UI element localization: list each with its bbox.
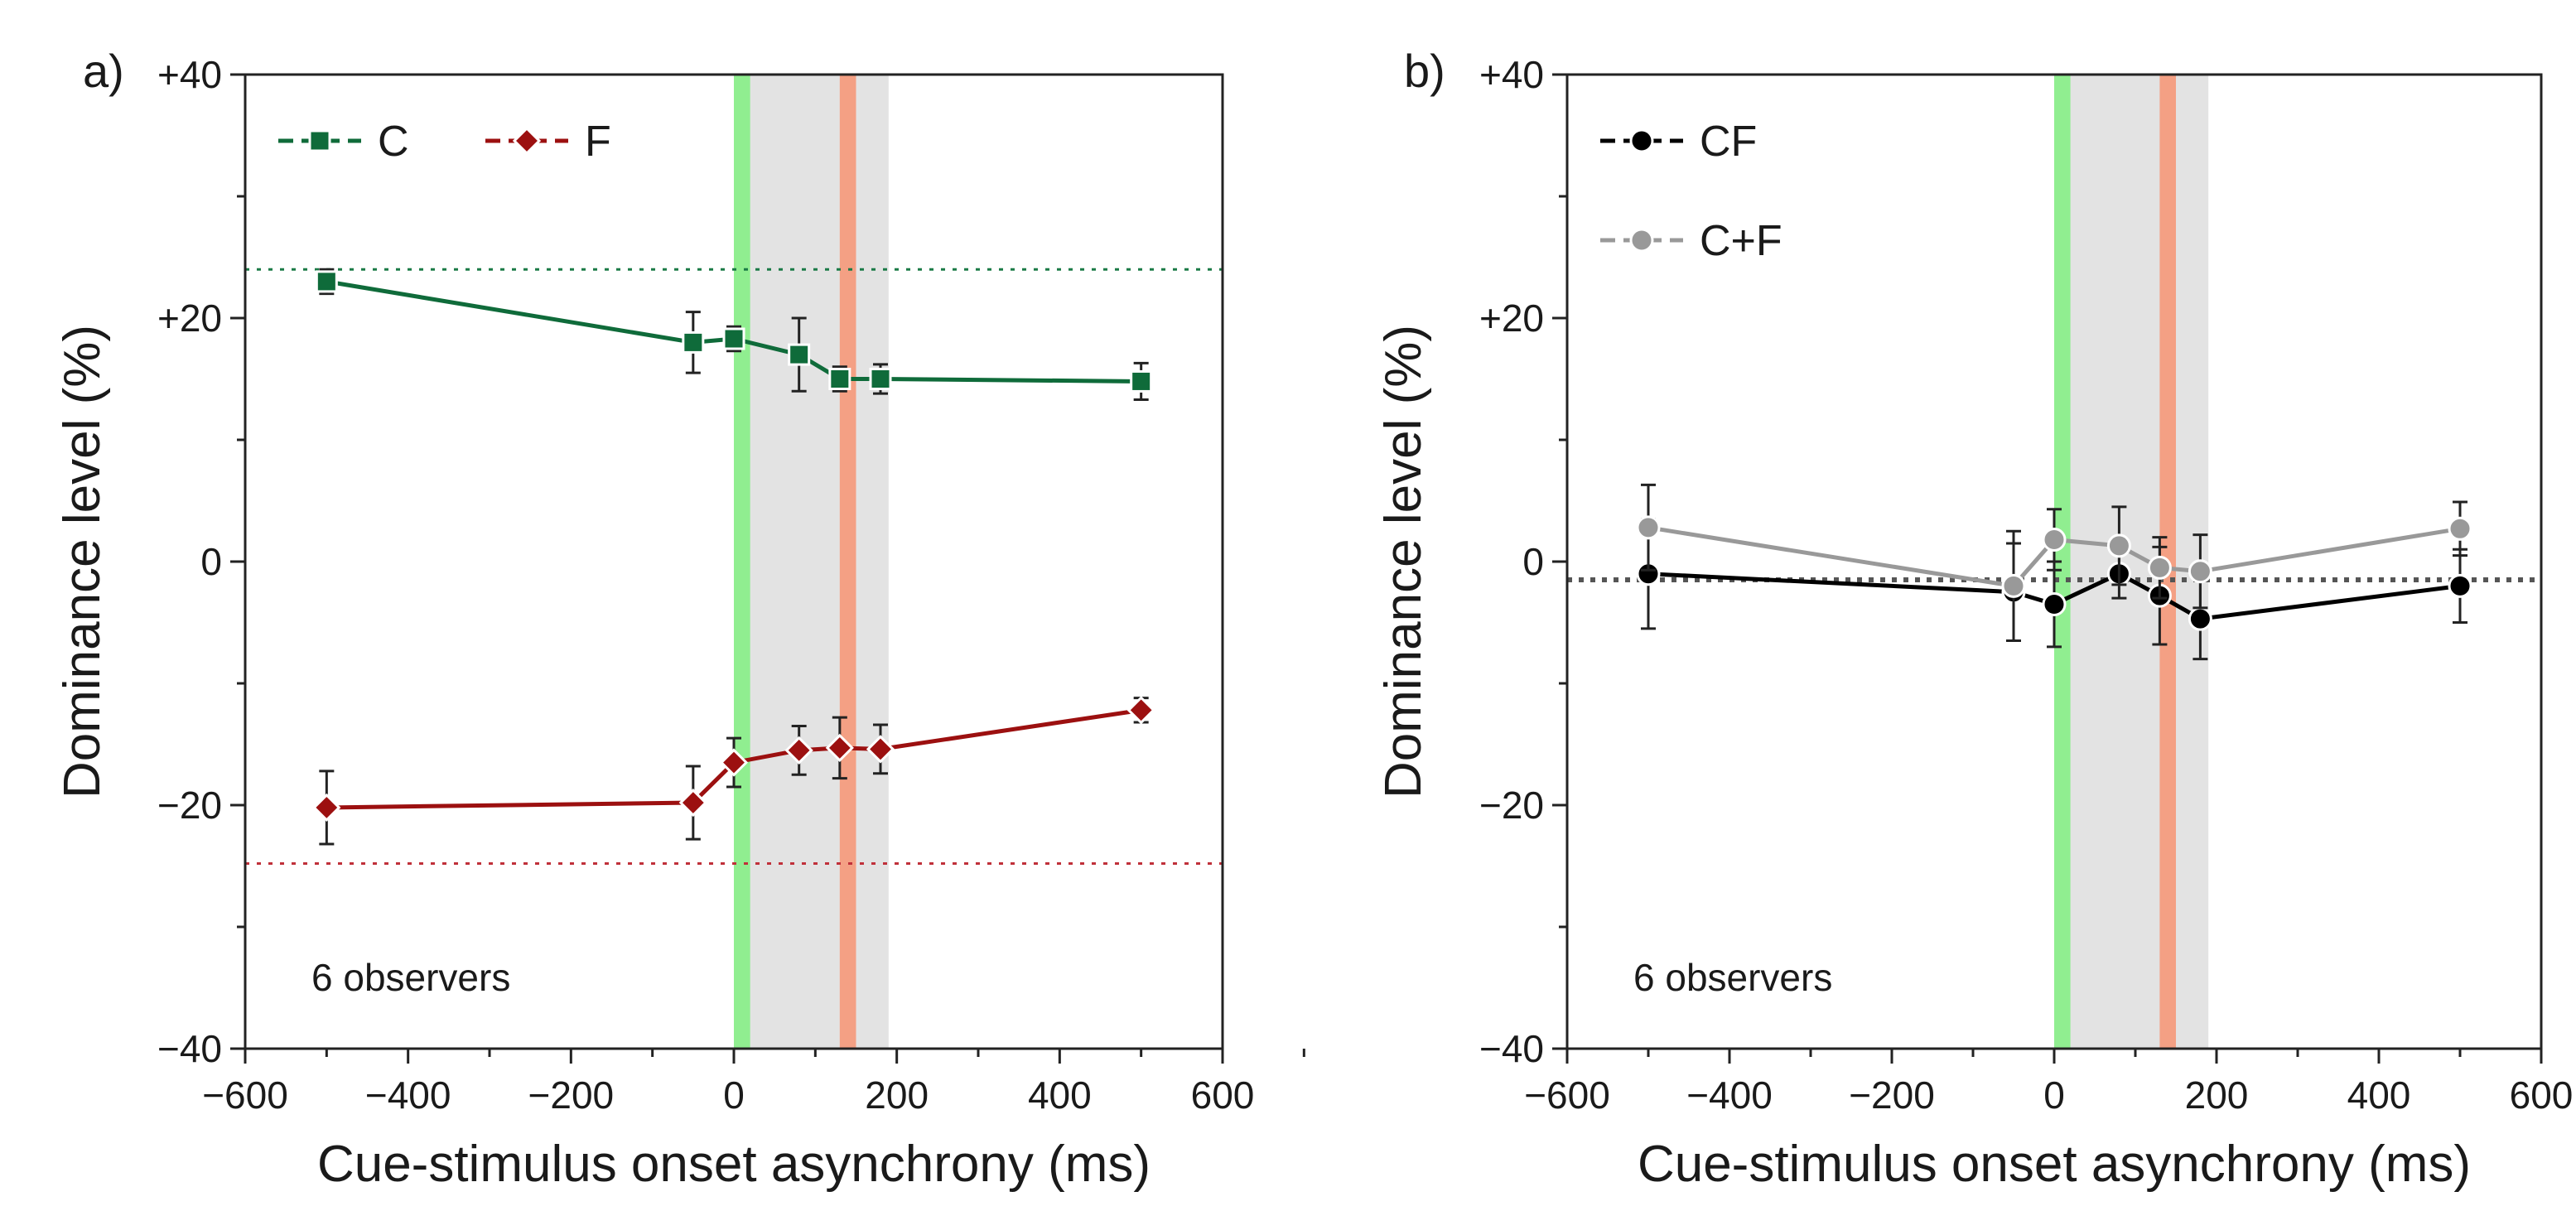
x-tick-label: −200 bbox=[1849, 1073, 1935, 1117]
y-tick-label: −20 bbox=[157, 784, 222, 827]
x-tick-label: 600 bbox=[2510, 1073, 2574, 1117]
x-tick-label: −400 bbox=[365, 1073, 451, 1117]
data-point-C bbox=[828, 368, 851, 390]
legend-label: CF bbox=[1700, 118, 1757, 166]
legend-item-F: F bbox=[485, 118, 611, 166]
data-point-C bbox=[869, 368, 892, 390]
legend-label: C+F bbox=[1700, 217, 1782, 265]
panel-a: −600 −400 −200 0 200 400 600−40−200+20+40Cue-s… bbox=[54, 45, 1305, 1193]
x-tick-label: −600 bbox=[202, 1073, 288, 1117]
x-axis-label: Cue-stimulus onset asynchrony (ms) bbox=[317, 1136, 1151, 1193]
band-green bbox=[2054, 75, 2071, 1049]
y-tick-label: 0 bbox=[1522, 540, 1544, 583]
series-F bbox=[312, 696, 1155, 846]
y-tick-label: 0 bbox=[200, 540, 222, 583]
legend-label: F bbox=[585, 118, 611, 166]
x-tick-label: −200 bbox=[528, 1073, 615, 1117]
data-point-C bbox=[722, 327, 745, 350]
data-point-F bbox=[784, 736, 813, 765]
legend-label: C bbox=[378, 118, 409, 166]
data-point-C bbox=[1130, 369, 1153, 393]
y-tick-label: −40 bbox=[1479, 1027, 1544, 1070]
data-point-F bbox=[825, 733, 854, 763]
panel-label: a) bbox=[83, 45, 124, 97]
band-orange bbox=[839, 75, 856, 1049]
data-point-C bbox=[308, 129, 331, 152]
y-tick-label: −20 bbox=[1479, 784, 1544, 827]
data-point-C+F bbox=[2042, 528, 2067, 552]
data-point-C bbox=[682, 330, 705, 354]
x-tick-label: 200 bbox=[865, 1073, 929, 1117]
data-point-C+F bbox=[2001, 573, 2026, 598]
data-point-C+F bbox=[2188, 559, 2212, 584]
band-green bbox=[734, 75, 750, 1049]
data-point-C+F bbox=[2448, 516, 2472, 541]
x-tick-label: 0 bbox=[723, 1073, 745, 1117]
legend-item-C+F: C+F bbox=[1600, 217, 1782, 265]
x-axis-label: Cue-stimulus onset asynchrony (ms) bbox=[1638, 1136, 2471, 1193]
data-point-F bbox=[678, 788, 707, 818]
x-tick-label: −400 bbox=[1686, 1073, 1773, 1117]
y-axis-label: Dominance level (%) bbox=[54, 325, 111, 798]
y-axis-label: Dominance level (%) bbox=[1375, 325, 1432, 798]
data-point-F bbox=[512, 126, 542, 156]
x-tick-label: 600 bbox=[1191, 1073, 1255, 1117]
y-tick-label: −40 bbox=[157, 1027, 222, 1070]
band-gray bbox=[734, 75, 889, 1049]
series-C bbox=[315, 268, 1153, 401]
data-point-C bbox=[788, 343, 811, 366]
data-point-F bbox=[719, 748, 749, 777]
data-point-C+F bbox=[1629, 228, 1654, 253]
y-tick-label: +20 bbox=[1479, 297, 1544, 340]
data-point-CF bbox=[2448, 573, 2472, 598]
legend-item-CF: CF bbox=[1600, 118, 1757, 166]
x-tick-label: 200 bbox=[2185, 1073, 2249, 1117]
x-tick-label: −600 bbox=[1524, 1073, 1610, 1117]
data-point-CF bbox=[2042, 591, 2067, 616]
y-tick-label: +40 bbox=[157, 53, 222, 96]
data-point-C+F bbox=[2147, 555, 2172, 580]
data-point-CF bbox=[1629, 128, 1654, 153]
y-tick-label: +20 bbox=[157, 297, 222, 340]
data-point-F bbox=[1126, 696, 1155, 725]
panel-b: −600 −400 −200 0 200 400 600−40−200+20+40Cue-s… bbox=[1375, 45, 2574, 1193]
band-gray bbox=[2054, 75, 2209, 1049]
observers-annotation: 6 observers bbox=[311, 956, 510, 999]
x-tick-label: 400 bbox=[2347, 1073, 2411, 1117]
data-point-F bbox=[312, 793, 341, 823]
data-point-CF bbox=[2188, 606, 2212, 631]
data-point-C+F bbox=[1636, 515, 1661, 540]
legend: CF C+F bbox=[1600, 118, 1782, 265]
legend-item-C: C bbox=[278, 118, 409, 166]
y-tick-label: +40 bbox=[1479, 53, 1544, 96]
panel-label: b) bbox=[1404, 45, 1445, 97]
x-tick-label: 400 bbox=[1028, 1073, 1092, 1117]
data-point-C bbox=[315, 270, 338, 293]
series-C+F bbox=[1636, 483, 2472, 643]
data-point-C+F bbox=[2106, 533, 2131, 558]
data-point-F bbox=[866, 735, 895, 764]
x-tick-label: 0 bbox=[2043, 1073, 2065, 1117]
observers-annotation: 6 observers bbox=[1633, 956, 1832, 999]
